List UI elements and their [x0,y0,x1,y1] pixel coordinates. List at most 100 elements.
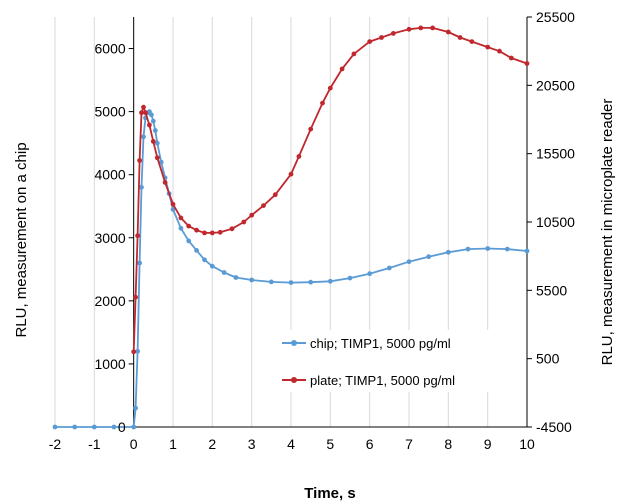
data-point [426,254,432,260]
data-point [504,246,510,252]
legend-plate-marker [291,377,297,383]
data-point [469,39,475,44]
right-y-tick-label: 5500 [536,282,567,298]
data-point [158,159,164,165]
legend-chip-label: chip; TIMP1, 5000 pg/ml [310,336,451,351]
x-tick-label: 5 [326,436,334,452]
right-y-tick-label: 25500 [536,9,575,25]
data-point [194,248,200,253]
data-point [347,275,353,281]
data-point [141,104,146,110]
data-point [485,246,491,251]
data-point [229,226,235,232]
left-y-tick-label: 1000 [95,356,126,372]
data-point [288,280,294,285]
data-point [141,134,146,140]
data-point [497,48,502,54]
data-point [154,155,160,161]
data-point [133,294,139,300]
series-layer [52,25,530,430]
right-y-tick-label: 500 [536,351,560,367]
right-y-axis-title: RLU, measurement in microplate reader [599,99,616,366]
data-point [308,126,314,132]
data-point [308,279,314,285]
x-tick-label: 9 [484,436,492,452]
data-point [367,271,373,277]
data-point [268,279,274,285]
legend-plate-label: plate; TIMP1, 5000 pg/ml [310,373,455,388]
data-point [186,238,192,244]
left-y-tick-label: 2000 [95,293,126,309]
data-point [430,25,435,31]
data-point [143,110,148,116]
data-point [170,207,176,212]
data-point [288,171,294,177]
data-point [150,118,156,124]
data-point [202,230,207,236]
data-point [150,139,156,144]
right-y-tick-label: 15500 [536,146,575,162]
data-point [178,225,184,231]
legend-entry-plate: plate; TIMP1, 5000 pg/ml [282,373,455,388]
x-tick-label: 0 [130,436,138,452]
data-point [152,128,158,133]
data-point [162,180,168,185]
left-y-tick-label: 5000 [95,104,126,120]
data-point [149,112,154,118]
data-point [508,55,514,61]
data-point [386,265,392,271]
data-point [72,424,78,430]
series-plate [131,25,530,355]
data-point [111,424,117,430]
data-point [524,248,530,254]
x-tick-label: 8 [444,436,452,452]
left-y-tick-label: 6000 [95,41,126,57]
data-point [147,122,152,128]
data-point [379,35,384,40]
data-point [139,184,144,190]
data-point [351,51,357,57]
data-point [465,246,471,252]
data-point [249,277,255,283]
data-point [327,278,333,284]
left-y-tick-label: 4000 [95,167,126,183]
left-y-axis-title: RLU, measurement on a chip [13,142,30,337]
data-point [137,260,143,266]
data-point [221,270,227,275]
data-point [445,29,451,35]
x-tick-label: 6 [366,436,374,452]
data-point [524,61,530,66]
x-tick-label: 4 [287,436,295,452]
x-tick-label: 2 [208,436,216,452]
data-point [406,259,412,265]
data-point [418,25,424,31]
tick-labels: -2 -1 0 1 2 3 4 5 6 7 8 9 10 0 1000 2000 3000 4000 5000 600… [49,9,575,452]
data-point [139,110,144,116]
data-point [135,348,141,354]
data-point [217,229,223,235]
x-axis-title: Time, s [304,485,355,502]
data-point [296,154,302,159]
legend-entry-chip: chip; TIMP1, 5000 pg/ml [282,336,451,351]
data-point [485,44,491,50]
data-point [272,192,278,198]
data-point [327,85,333,91]
data-point [339,66,345,72]
legend-chip-marker [291,340,297,346]
series-chip [52,109,530,430]
data-point [137,158,143,163]
x-tick-label: -2 [49,436,62,452]
data-point [131,424,137,430]
data-point [186,223,192,229]
data-point [320,100,325,106]
data-point [135,233,141,239]
data-point [457,35,463,40]
data-point [131,349,137,355]
left-y-tick-label: 0 [118,419,126,435]
x-tick-label: 7 [405,436,413,452]
data-point [241,219,247,225]
right-y-tick-label: 20500 [536,77,575,93]
legend-box [278,330,520,392]
data-point [178,215,184,221]
